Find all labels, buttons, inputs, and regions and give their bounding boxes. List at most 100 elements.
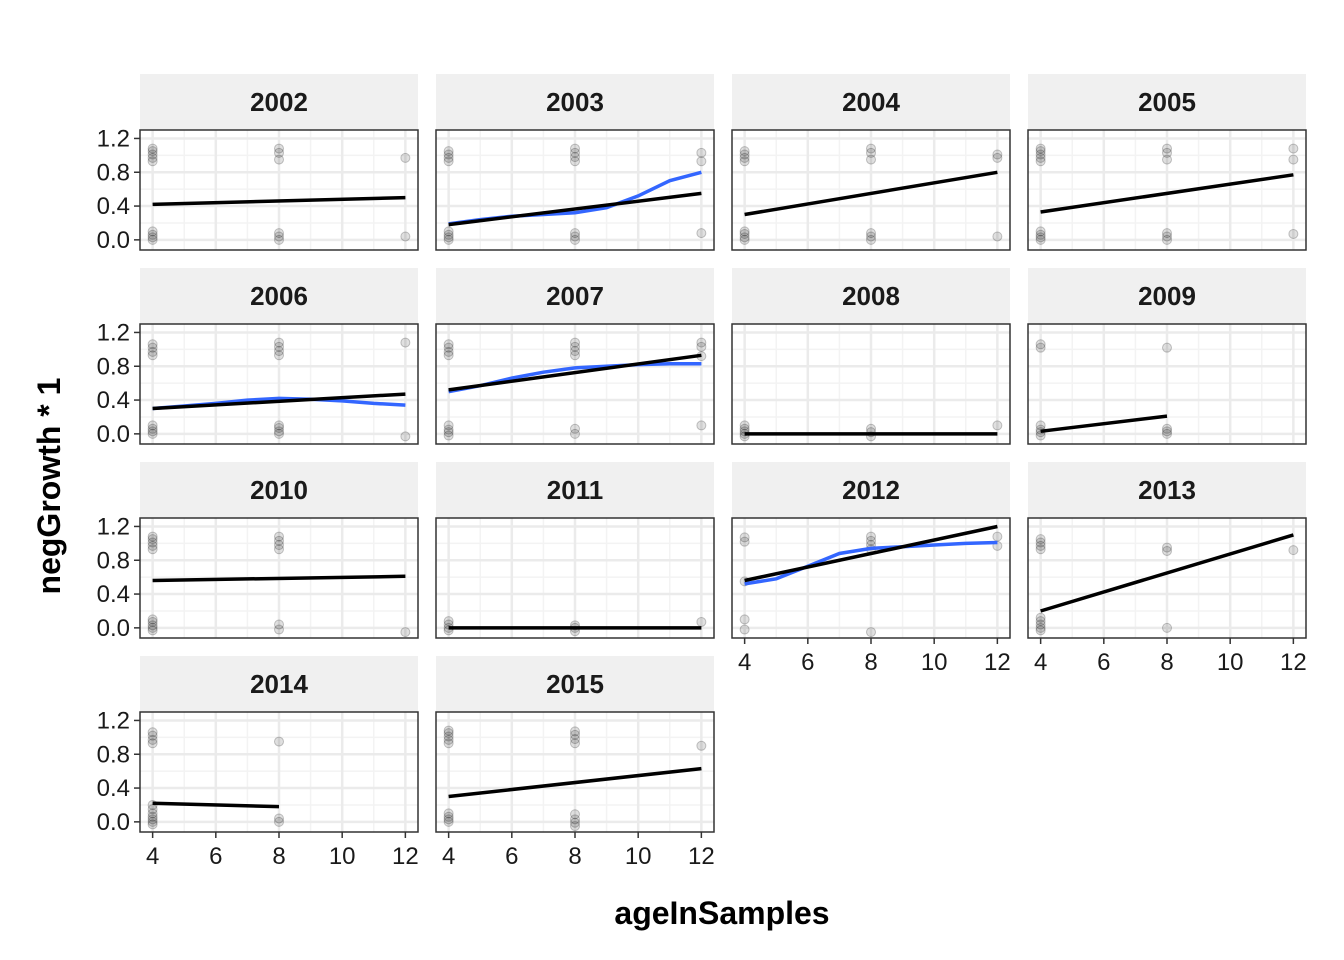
data-point xyxy=(274,341,284,352)
data-point xyxy=(570,726,580,737)
data-point xyxy=(570,341,580,352)
data-point xyxy=(274,234,284,245)
data-point xyxy=(1035,616,1046,627)
data-point xyxy=(443,616,454,627)
facet-panel-2009: 2009 xyxy=(1027,268,1307,445)
data-point xyxy=(1035,612,1046,623)
data-point xyxy=(570,152,580,163)
data-point xyxy=(147,819,158,830)
data-point xyxy=(1288,143,1299,154)
data-point xyxy=(570,337,580,348)
panel-border xyxy=(139,323,419,445)
data-point xyxy=(1035,143,1046,154)
data-point xyxy=(1162,428,1172,439)
data-point xyxy=(443,738,454,749)
facet-strip-label: 2012 xyxy=(842,475,900,505)
data-point xyxy=(866,154,876,165)
data-point xyxy=(147,426,158,437)
facet-panel-2005: 2005 xyxy=(1027,74,1307,251)
data-point xyxy=(147,531,158,542)
data-point xyxy=(147,339,158,350)
facet-panel-2012: 2012 4 6 8 10 12 xyxy=(731,462,1011,676)
panel-border xyxy=(435,129,715,251)
facet-strip xyxy=(436,74,714,130)
x-tick-label: 6 xyxy=(801,649,814,676)
data-point xyxy=(992,152,1003,163)
data-point xyxy=(274,540,284,551)
facet-strip-label: 2015 xyxy=(546,669,604,699)
data-point xyxy=(570,423,580,434)
data-point xyxy=(147,730,158,741)
data-point xyxy=(1035,342,1046,353)
data-point xyxy=(147,152,158,163)
panel-border xyxy=(731,323,1011,445)
data-point xyxy=(1162,545,1172,556)
data-point xyxy=(866,143,876,154)
data-point xyxy=(1035,534,1046,545)
data-point xyxy=(570,809,580,820)
linear-fit-line xyxy=(1040,414,1168,434)
data-point xyxy=(274,535,284,546)
data-point xyxy=(147,350,158,361)
x-tick-label: 10 xyxy=(329,843,356,870)
data-point xyxy=(696,341,707,352)
data-point xyxy=(1035,537,1046,548)
x-tick-label: 10 xyxy=(921,649,948,676)
data-point xyxy=(443,152,454,163)
data-point xyxy=(739,149,750,160)
facet-strip xyxy=(140,462,418,518)
data-point xyxy=(866,535,876,546)
data-point xyxy=(570,821,580,832)
x-tick-label: 4 xyxy=(146,843,159,870)
data-point xyxy=(570,817,580,828)
data-point xyxy=(443,725,454,736)
linear-fit-line xyxy=(744,170,998,217)
data-point xyxy=(274,154,284,165)
x-tick-label: 6 xyxy=(209,843,222,870)
data-point xyxy=(274,531,284,542)
data-point xyxy=(443,424,454,435)
data-point xyxy=(274,422,284,433)
data-point xyxy=(1162,542,1172,553)
facet-strip-label: 2004 xyxy=(842,87,900,117)
facet-panel-2008: 2008 xyxy=(731,268,1011,445)
y-tick-label: 0.4 xyxy=(97,581,130,608)
data-point xyxy=(866,231,876,242)
data-point xyxy=(147,346,158,357)
facet-strip-label: 2013 xyxy=(1138,475,1196,505)
facet-strip-label: 2008 xyxy=(842,281,900,311)
y-tick-label: 0.4 xyxy=(97,387,130,414)
data-point xyxy=(739,624,750,635)
data-point xyxy=(739,536,750,547)
x-tick-label: 12 xyxy=(688,843,715,870)
data-point xyxy=(443,339,454,350)
data-point xyxy=(866,531,876,542)
data-point xyxy=(147,622,158,633)
data-point xyxy=(274,337,284,348)
data-point xyxy=(400,231,411,242)
data-point xyxy=(147,738,158,749)
data-point xyxy=(570,814,580,825)
facet-strip-label: 2009 xyxy=(1138,281,1196,311)
data-point xyxy=(443,816,454,827)
data-point xyxy=(570,234,580,245)
data-point xyxy=(147,537,158,548)
data-point xyxy=(866,228,876,239)
x-tick-label: 10 xyxy=(625,843,652,870)
data-point xyxy=(147,544,158,555)
facet-panel-2004: 2004 xyxy=(731,74,1011,251)
x-tick-label: 8 xyxy=(568,843,581,870)
data-point xyxy=(992,420,1003,431)
data-point xyxy=(147,814,158,825)
linear-fit-line xyxy=(152,574,406,583)
data-point xyxy=(274,346,284,357)
data-point xyxy=(147,734,158,745)
linear-fit-line xyxy=(1040,533,1294,613)
data-point xyxy=(147,342,158,353)
data-point xyxy=(866,627,876,638)
data-point xyxy=(1035,152,1046,163)
linear-fit-line xyxy=(448,191,702,227)
panel-border xyxy=(1027,129,1307,251)
linear-fit-line xyxy=(152,392,406,411)
data-point xyxy=(274,813,284,824)
